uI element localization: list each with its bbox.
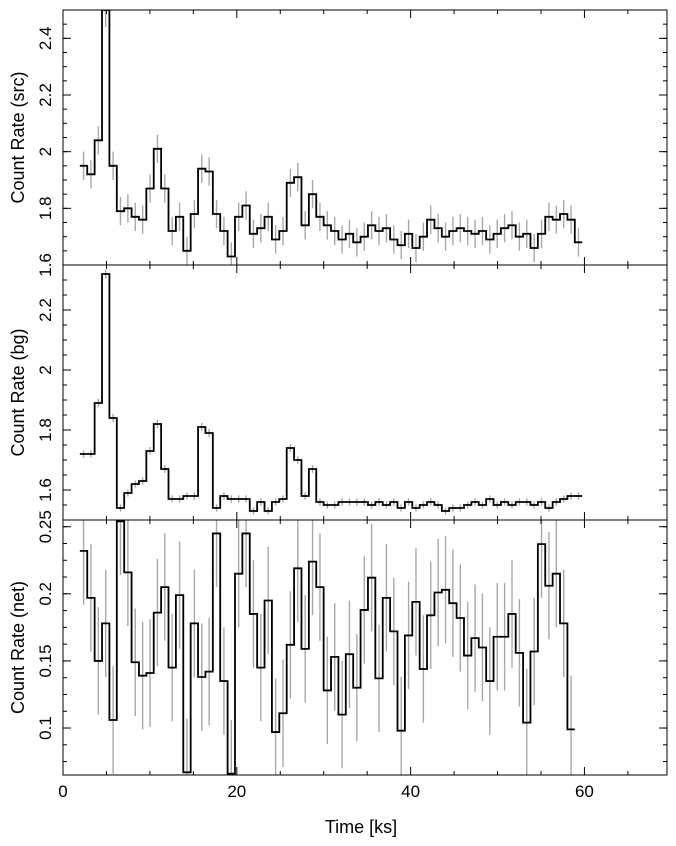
y-tick-label: 2.2: [36, 83, 55, 107]
y-axis-title-net: Count Rate (net): [8, 581, 28, 714]
y-tick-label: 2.4: [36, 27, 55, 51]
plot-area-bg: [79, 269, 583, 515]
y-tick-label: 1.6: [36, 253, 55, 277]
x-axis-title: Time [ks]: [325, 817, 397, 837]
y-tick-label: 0.2: [36, 582, 55, 606]
y-axis-title-bg: Count Rate (bg): [8, 328, 28, 456]
panel-frame: [62, 264, 668, 521]
y-tick-label: 2: [36, 147, 55, 156]
y-tick-label: 0.25: [36, 510, 55, 543]
x-tick-label: 20: [227, 782, 246, 801]
plot-area-net: [79, 520, 575, 775]
plot-area-src: [79, 10, 583, 265]
y-tick-label: 1.6: [36, 478, 55, 502]
panel-net: 0.1 0.15 0.2 0.25 Count Rate (net): [8, 510, 668, 776]
x-tick-label: 0: [58, 782, 67, 801]
y-axis-title-src: Count Rate (src): [8, 71, 28, 203]
x-tick-label: 40: [401, 782, 420, 801]
y-tick-label: 2.2: [36, 298, 55, 322]
y-tick-label: 1.8: [36, 197, 55, 221]
y-tick-label: 1.8: [36, 418, 55, 442]
series-step-line-src: [79, 10, 583, 258]
y-tick-label: 0.15: [36, 644, 55, 677]
panel-frame: [62, 519, 668, 776]
x-axis-tick-labels: 0 20 40 60: [58, 782, 594, 801]
y-tick-label: 0.1: [36, 716, 55, 740]
series-step-line-bg: [79, 273, 583, 512]
x-tick-label: 60: [575, 782, 594, 801]
panel-bg: 1.6 1.8 2 2.2 Count Rate (bg): [8, 264, 668, 521]
panels-group: 1.6 1.8 2 2.2 2.4 Count Rate (src) 1.6 1.8 2 2.2 C…: [8, 9, 668, 776]
y-tick-label: 2: [36, 365, 55, 374]
series-step-line-net: [79, 520, 575, 775]
panel-src: 1.6 1.8 2 2.2 2.4 Count Rate (src): [8, 9, 668, 277]
panel-frame: [62, 9, 668, 266]
